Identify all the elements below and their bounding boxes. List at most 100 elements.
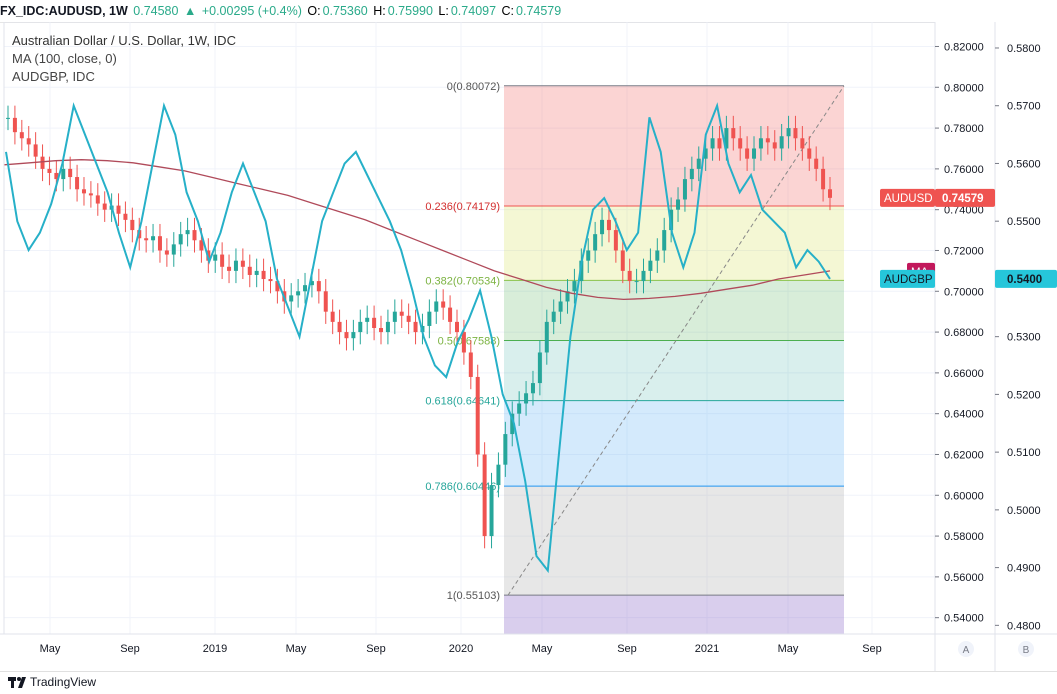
candle [240, 248, 245, 280]
candle-body [572, 281, 577, 292]
tradingview-brand[interactable]: TradingView [8, 675, 96, 689]
candle [558, 289, 563, 324]
price-chart[interactable]: 0(0.80072) 0.236(0.74179) 0.382(0.70534) 0.… [0, 22, 1057, 671]
candle-body [772, 142, 777, 149]
ma-line [3, 159, 831, 301]
legend-compare[interactable]: AUDGBP, IDC [12, 69, 95, 84]
auto-scale-button[interactable] [958, 641, 974, 657]
candle [379, 315, 384, 345]
candle-body [261, 270, 266, 280]
candle-body [130, 219, 135, 231]
candle [641, 258, 646, 294]
candle [434, 289, 439, 324]
log-scale-button[interactable] [1018, 641, 1034, 657]
scale-button-label: A [963, 645, 970, 656]
candle [565, 279, 570, 314]
candle-body [379, 328, 384, 333]
candle [116, 193, 121, 226]
candle-body [26, 138, 31, 145]
candle [510, 401, 515, 447]
candle [814, 146, 819, 182]
candle-body [54, 172, 59, 180]
candle [758, 126, 763, 161]
candle-body [171, 244, 176, 255]
fib-band [504, 400, 844, 487]
candle [821, 156, 826, 202]
x-tick-label: May [778, 643, 799, 655]
candle [717, 126, 722, 161]
candle-body [358, 321, 363, 333]
candle-body [606, 219, 611, 231]
candle-body [510, 413, 515, 435]
fib-band [504, 486, 844, 596]
x-tick-label: Sep [366, 643, 386, 655]
legend-title[interactable]: Australian Dollar / U.S. Dollar, 1W, IDC [12, 33, 236, 48]
candle [517, 391, 522, 426]
candle [95, 183, 100, 216]
candle [75, 164, 80, 202]
candle-body [613, 230, 618, 251]
candle-body [116, 205, 121, 214]
brand-text: TradingView [30, 675, 97, 689]
candle-body [544, 321, 549, 353]
candle [710, 126, 715, 161]
candle [26, 126, 31, 157]
candle-body [323, 291, 328, 312]
candle [413, 309, 418, 345]
candle-body [600, 219, 605, 235]
open-value: 0.75360 [322, 4, 368, 18]
candle [157, 223, 162, 263]
y-tick-label-left: 0.60000 [944, 490, 984, 502]
candle [323, 279, 328, 324]
candle-body [482, 454, 487, 537]
candle [102, 191, 107, 222]
candle [530, 370, 535, 406]
candle [192, 217, 197, 253]
candle-body [344, 332, 349, 339]
candle [786, 115, 791, 149]
candle-body [752, 148, 757, 159]
candle [551, 299, 556, 335]
candle [178, 221, 183, 257]
plot-border [3, 22, 936, 635]
candle-body [399, 311, 404, 316]
price-badge: AUDUSD 0.74579 [880, 188, 995, 207]
candle-body [365, 317, 370, 322]
candle-body [19, 132, 24, 139]
candle [372, 305, 377, 341]
candle [144, 226, 149, 253]
up-triangle-icon: ▲ [183, 4, 197, 18]
candle-body [765, 138, 770, 143]
candle-body [227, 266, 232, 271]
candle [800, 126, 805, 161]
candle-body [303, 285, 308, 292]
fib-level-label: 0.236(0.74179) [425, 201, 500, 213]
candle-body [68, 168, 73, 178]
candle-body [199, 240, 204, 251]
candle-body [503, 434, 508, 465]
candle-body [738, 138, 743, 149]
candle-body [75, 177, 80, 190]
candle-body [392, 311, 397, 322]
candle [406, 303, 411, 335]
candle-body [268, 279, 273, 282]
legend-ma[interactable]: MA (100, close, 0) [12, 51, 117, 66]
chart-legend: Australian Dollar / U.S. Dollar, 1W, IDC… [12, 32, 236, 86]
candle [151, 223, 156, 253]
candle-body [717, 138, 722, 149]
candle [33, 132, 38, 169]
candle [88, 181, 93, 208]
candle-body [710, 138, 715, 149]
symbol-name[interactable]: FX_IDC:AUDUSD, 1W [0, 4, 128, 18]
candle-body [745, 148, 750, 159]
fibonacci-retracement: 0(0.80072) 0.236(0.74179) 0.382(0.70534) 0.… [425, 81, 845, 634]
candle-body [144, 238, 149, 241]
candle-body [731, 128, 736, 139]
badge-label: AUDGBP [884, 274, 933, 286]
candle-body [489, 485, 494, 537]
candle [537, 340, 542, 396]
x-tick-label: 2020 [449, 643, 473, 655]
y-tick-label-left: 0.56000 [944, 572, 984, 584]
badge-label: AUDUSD [884, 193, 933, 205]
candle [220, 242, 225, 280]
